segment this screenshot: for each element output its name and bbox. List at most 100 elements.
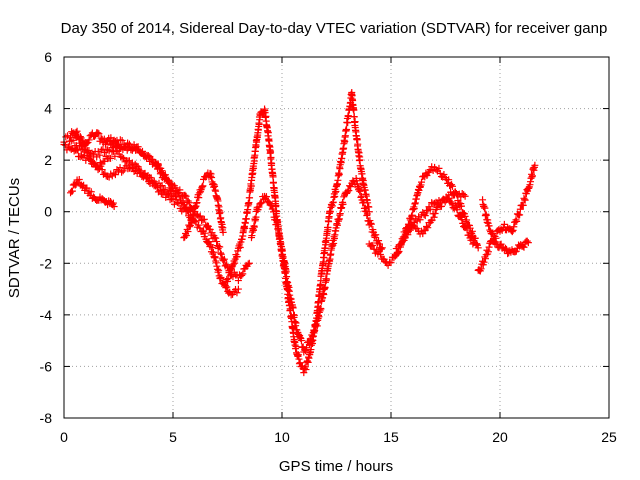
data-point [489, 229, 497, 237]
data-point [96, 151, 104, 159]
data-point [430, 213, 438, 221]
data-point [461, 212, 469, 220]
data-point [181, 191, 189, 199]
data-point [98, 166, 106, 174]
data-point [343, 188, 351, 196]
data-point [484, 248, 492, 256]
chart-title: Day 350 of 2014, Sidereal Day-to-day VTE… [61, 20, 608, 37]
y-tick-label: -8 [40, 410, 53, 426]
data-point [311, 327, 319, 335]
data-point [351, 118, 359, 126]
data-point [370, 232, 378, 240]
data-point [133, 169, 141, 177]
data-point [345, 187, 353, 195]
data-point [239, 270, 247, 278]
data-point [271, 213, 279, 221]
data-point [216, 209, 224, 217]
x-tick-label: 25 [601, 429, 617, 445]
data-point [258, 199, 266, 207]
data-point [217, 250, 225, 258]
data-point [95, 130, 103, 138]
data-point [324, 223, 332, 231]
data-point [436, 169, 444, 177]
data-point [448, 181, 456, 189]
data-point [391, 252, 399, 260]
data-point [196, 212, 204, 220]
data-point [110, 203, 118, 211]
data-point [335, 170, 343, 178]
data-point [457, 202, 465, 210]
data-point [166, 187, 174, 195]
data-point [68, 187, 76, 195]
data-point [485, 243, 493, 251]
data-point [387, 259, 395, 267]
data-point [262, 193, 270, 201]
data-point [83, 148, 91, 156]
data-point [512, 247, 520, 255]
data-point [523, 237, 531, 245]
plot-frame [63, 56, 610, 419]
data-point [138, 147, 146, 155]
data-point [521, 196, 529, 204]
data-point [199, 182, 207, 190]
data-point [176, 186, 184, 194]
data-point [87, 188, 95, 196]
data-point [94, 148, 102, 156]
data-point [91, 132, 99, 140]
data-point [449, 182, 457, 190]
data-point [224, 275, 232, 283]
series-satellite-pass-11 [400, 188, 469, 236]
data-point [307, 338, 315, 346]
data-point [233, 253, 241, 261]
data-point [404, 228, 412, 236]
data-point [195, 213, 203, 221]
data-point [399, 236, 407, 244]
data-point [369, 241, 377, 249]
data-point [480, 258, 488, 266]
data-point [75, 176, 83, 184]
data-point [302, 366, 310, 374]
x-tick-label: 10 [274, 429, 290, 445]
data-point [217, 273, 225, 281]
data-point [67, 133, 75, 141]
data-point [118, 168, 126, 176]
series-satellite-pass-6 [180, 169, 227, 242]
data-point [509, 226, 517, 234]
data-point [233, 289, 241, 297]
x-tick-label: 20 [492, 429, 508, 445]
data-point [426, 205, 434, 213]
series-satellite-pass-4 [67, 176, 118, 211]
data-point [175, 192, 183, 200]
data-point [477, 265, 485, 273]
data-point [423, 223, 431, 231]
data-point [231, 259, 239, 267]
data-point [524, 239, 532, 247]
x-tick-label: 5 [169, 429, 177, 445]
data-point [289, 304, 297, 312]
data-point [420, 211, 428, 219]
data-point [236, 244, 244, 252]
data-point [510, 223, 518, 231]
data-point [331, 192, 339, 200]
y-axis-label: SDTVAR / TECUs [6, 178, 23, 298]
data-point [474, 244, 482, 252]
data-point [238, 271, 246, 279]
data-point [531, 161, 539, 169]
data-point [219, 256, 227, 264]
data-point [73, 127, 81, 135]
data-point [216, 249, 224, 257]
data-point [418, 178, 426, 186]
data-point [336, 210, 344, 218]
data-point [485, 222, 493, 230]
data-point [462, 218, 470, 226]
data-point [76, 133, 84, 141]
data-point [431, 210, 439, 217]
data-point [164, 190, 172, 198]
data-point [290, 311, 298, 319]
data-point [408, 211, 416, 219]
data-point [363, 210, 371, 218]
data-point [154, 161, 162, 169]
data-point [212, 234, 220, 242]
data-point [110, 169, 118, 177]
data-point [109, 137, 117, 145]
